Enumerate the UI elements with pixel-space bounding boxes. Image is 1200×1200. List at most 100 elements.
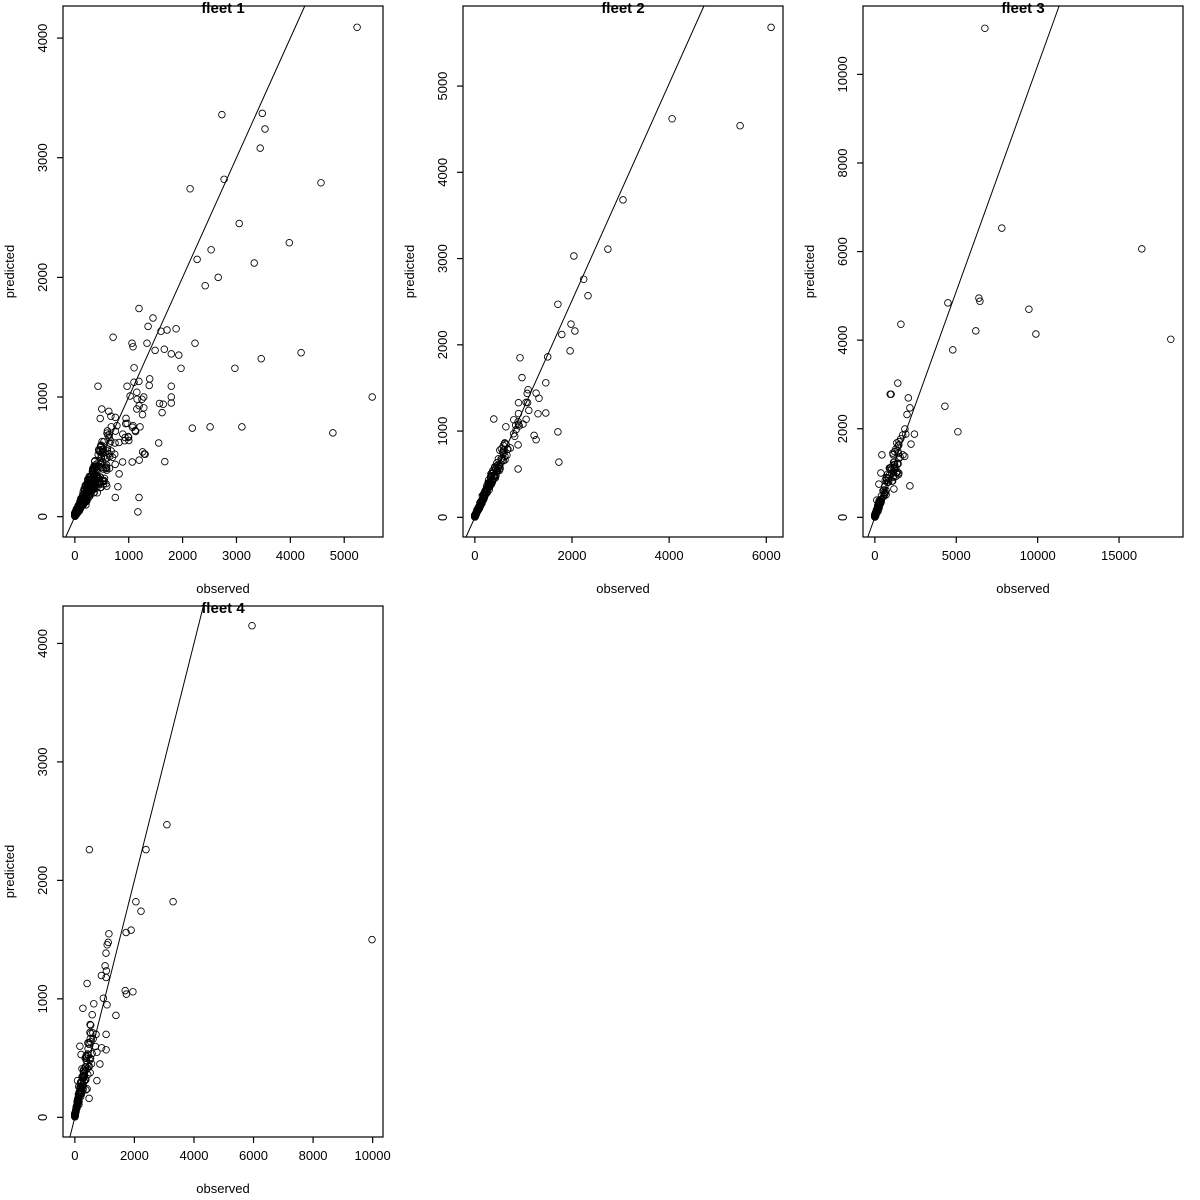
data-point xyxy=(949,346,957,354)
x-tick-label: 0 xyxy=(471,548,478,563)
data-point xyxy=(83,1060,91,1068)
y-tick-label: 4000 xyxy=(35,24,50,53)
data-point xyxy=(109,333,117,341)
x-tick-label: 4000 xyxy=(655,548,684,563)
data-point xyxy=(132,897,140,906)
x-tick-label: 2000 xyxy=(120,1148,149,1163)
data-point xyxy=(138,448,147,456)
data-point xyxy=(143,339,151,347)
data-point xyxy=(478,496,486,505)
data-point xyxy=(103,427,112,435)
data-point xyxy=(102,465,110,473)
x-axis-label: observed xyxy=(196,581,249,596)
data-point xyxy=(85,845,94,854)
data-point xyxy=(297,348,305,357)
data-point xyxy=(84,481,92,490)
x-tick-label: 4000 xyxy=(276,548,305,563)
x-tick-label: 10000 xyxy=(1020,548,1056,563)
y-axis-label: predicted xyxy=(2,845,17,898)
data-point xyxy=(619,196,627,204)
y-tick-label: 2000 xyxy=(835,414,850,443)
data-point xyxy=(71,1110,79,1118)
data-point xyxy=(895,469,903,477)
data-point xyxy=(126,392,134,400)
y-tick-label: 4000 xyxy=(835,326,850,355)
data-point xyxy=(487,470,495,478)
data-point xyxy=(502,440,510,449)
data-point xyxy=(111,493,120,502)
x-tick-label: 4000 xyxy=(180,1148,209,1163)
scatter-panel-fleet-3: 0 5000 10000 15000 0 2000 4000 6000 8000 10000 fle… xyxy=(800,0,1200,600)
y-axis: 0 2000 4000 6000 8000 10000 xyxy=(835,56,863,521)
data-point xyxy=(368,393,376,401)
data-point xyxy=(124,432,132,441)
data-point xyxy=(154,439,163,447)
x-axis-label: observed xyxy=(596,581,649,596)
data-point xyxy=(102,1030,110,1039)
x-tick-label: 15000 xyxy=(1101,548,1137,563)
data-point xyxy=(93,489,101,497)
data-point xyxy=(167,350,176,358)
data-point xyxy=(135,493,143,502)
data-point xyxy=(767,23,775,32)
x-tick-label: 0 xyxy=(71,548,78,563)
data-point xyxy=(128,339,136,347)
data-point xyxy=(127,926,135,934)
x-tick-label: 10000 xyxy=(355,1148,391,1163)
data-point xyxy=(130,364,138,372)
data-point xyxy=(472,510,481,518)
data-point xyxy=(1025,305,1033,313)
data-point xyxy=(906,404,914,412)
scatter-panel-fleet-4: 0 2000 4000 6000 8000 10000 0 1000 2000 3000 4000 f… xyxy=(0,600,400,1200)
x-axis: 0 2000 4000 6000 xyxy=(471,537,781,563)
data-point xyxy=(159,400,167,408)
data-point xyxy=(78,1065,86,1073)
data-point xyxy=(975,294,983,302)
data-point xyxy=(111,460,119,469)
data-point xyxy=(523,389,531,398)
data-point xyxy=(74,1082,83,1091)
data-point xyxy=(167,393,176,401)
data-point xyxy=(510,416,518,424)
data-point xyxy=(191,339,199,347)
data-point xyxy=(554,300,562,309)
data-points xyxy=(71,621,376,1121)
data-point xyxy=(84,492,92,500)
data-point xyxy=(115,470,123,478)
data-point xyxy=(1138,245,1146,253)
data-point xyxy=(579,275,588,284)
data-point xyxy=(82,501,90,509)
panel-title: fleet 3 xyxy=(1001,0,1044,17)
data-point xyxy=(514,465,522,473)
data-point xyxy=(496,460,504,468)
data-point xyxy=(878,451,886,459)
data-point xyxy=(142,845,150,854)
data-point xyxy=(105,439,114,447)
data-point xyxy=(874,504,882,513)
data-point xyxy=(102,973,110,982)
data-point xyxy=(97,454,105,462)
data-point xyxy=(112,1011,120,1020)
data-point xyxy=(96,414,104,423)
data-point xyxy=(516,354,524,362)
data-point xyxy=(88,1010,96,1019)
data-point xyxy=(82,1051,90,1060)
data-point xyxy=(89,489,98,497)
data-point xyxy=(193,255,201,264)
data-point xyxy=(115,438,123,447)
data-point xyxy=(998,224,1006,232)
data-point xyxy=(95,445,103,454)
data-point xyxy=(514,441,522,449)
x-axis-label: observed xyxy=(196,1181,249,1196)
data-point xyxy=(900,452,909,461)
data-point xyxy=(130,378,138,386)
data-point xyxy=(133,388,141,396)
data-point xyxy=(532,435,540,444)
y-tick-label: 1000 xyxy=(35,984,50,1013)
data-point xyxy=(542,409,550,417)
plot-box xyxy=(862,5,1184,538)
data-point xyxy=(93,1076,101,1085)
data-point xyxy=(111,413,120,422)
x-tick-label: 5000 xyxy=(330,548,359,563)
data-point xyxy=(944,299,952,307)
